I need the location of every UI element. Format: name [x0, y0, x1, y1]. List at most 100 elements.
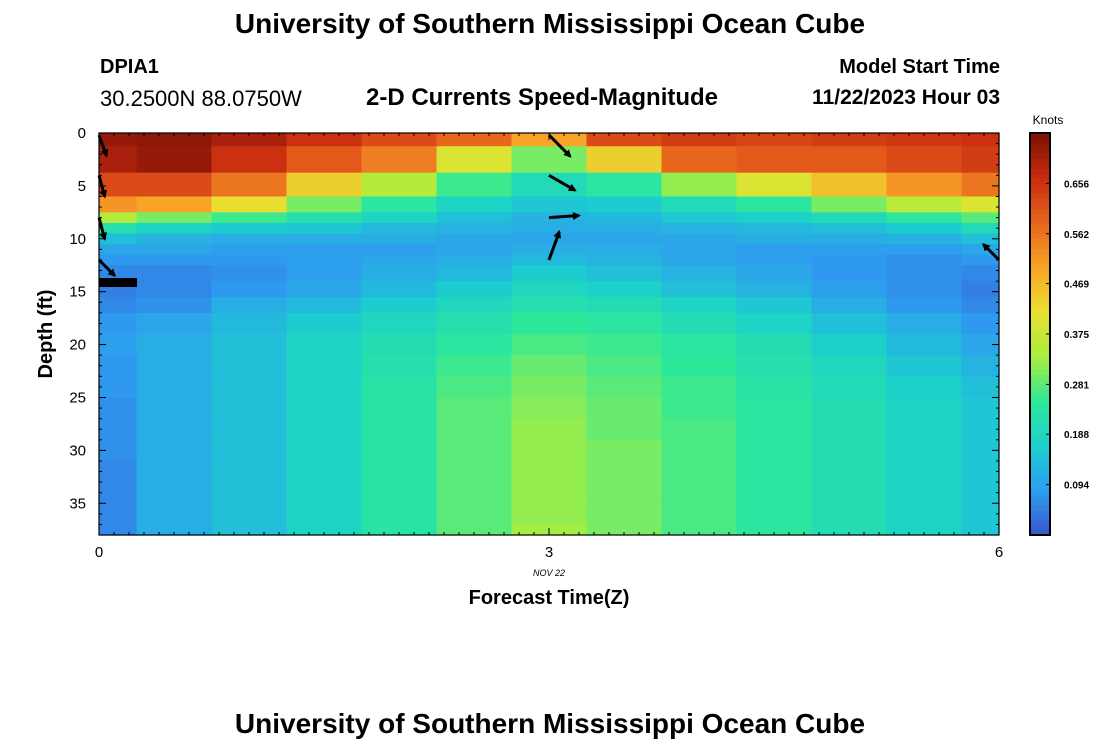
colorbar-segment — [1030, 163, 1050, 169]
heatmap-cell — [886, 503, 963, 526]
colorbar-segment — [1030, 494, 1050, 501]
heatmap-cell — [811, 355, 888, 377]
heatmap-cell — [511, 281, 588, 298]
heatmap-cell — [961, 254, 1000, 266]
colorbar-tick-label: 0.281 — [1064, 380, 1089, 391]
heatmap-cell — [436, 254, 513, 266]
colorbar-segment — [1030, 183, 1050, 189]
colorbar-segment — [1030, 409, 1050, 415]
heatmap-cell — [211, 281, 288, 298]
heatmap-cell — [361, 254, 438, 266]
colorbar-segment — [1030, 193, 1050, 199]
y-tick-label: 15 — [69, 284, 86, 301]
heatmap-cell — [99, 376, 138, 399]
heatmap-cell — [136, 265, 213, 282]
heatmap-cell — [286, 146, 363, 174]
heatmap-cell — [511, 355, 588, 377]
heatmap-cell — [586, 196, 663, 213]
heatmap-cell — [736, 281, 813, 298]
masked-data-bar — [99, 278, 137, 287]
heatmap-cell — [436, 482, 513, 504]
heatmap-cell — [961, 460, 1000, 483]
colorbar-segment — [1030, 364, 1050, 370]
heatmap-cell — [886, 146, 963, 174]
colorbar-segment — [1030, 529, 1050, 536]
heatmap-cell — [211, 265, 288, 282]
heatmap-cell — [736, 212, 813, 224]
heatmap-cell — [886, 418, 963, 441]
station-coordinates: 30.2500N 88.0750W — [100, 86, 302, 111]
colorbar-segment — [1030, 509, 1050, 516]
heatmap-cell — [511, 418, 588, 441]
heatmap-cell — [436, 460, 513, 483]
heatmap-cell — [661, 281, 738, 298]
heatmap-cell — [586, 482, 663, 504]
heatmap-cell — [136, 334, 213, 356]
heatmap-cell — [286, 222, 363, 235]
heatmap-cell — [811, 312, 888, 335]
colorbar-segment — [1030, 389, 1050, 395]
y-tick-label: 25 — [69, 389, 86, 406]
heatmap-cells — [99, 133, 1000, 536]
colorbar-segment — [1030, 233, 1050, 240]
colorbar: 0.094 0.188 0.281 0.375 0.469 0.562 0.656 — [1029, 132, 1089, 536]
colorbar-segment — [1030, 293, 1050, 300]
colorbar-segment — [1030, 188, 1050, 194]
heatmap-cell — [886, 296, 963, 314]
heatmap-cell — [811, 146, 888, 174]
heatmap-cell — [211, 376, 288, 399]
colorbar-segment — [1030, 349, 1050, 355]
heatmap-cell — [811, 482, 888, 504]
heatmap-cell — [661, 376, 738, 399]
heatmap-cell — [736, 196, 813, 213]
colorbar-segment — [1030, 173, 1050, 179]
heatmap-cell — [286, 212, 363, 224]
colorbar-segment — [1030, 499, 1050, 506]
heatmap-cell — [736, 146, 813, 174]
heatmap-cell — [99, 233, 138, 245]
heatmap-cell — [586, 376, 663, 399]
colorbar-segment — [1030, 474, 1050, 481]
heatmap-cell — [361, 524, 438, 536]
heatmap-cell — [736, 312, 813, 335]
heatmap-cell — [361, 265, 438, 282]
heatmap-cell — [361, 196, 438, 213]
colorbar-segment — [1030, 469, 1050, 476]
colorbar-segment — [1030, 394, 1050, 400]
heatmap-cell — [286, 376, 363, 399]
heatmap-cell — [586, 281, 663, 298]
colorbar-segment — [1030, 429, 1050, 436]
heatmap-cell — [436, 222, 513, 235]
heatmap-cell — [961, 265, 1000, 282]
heatmap-cell — [886, 244, 963, 256]
colorbar-segment — [1030, 213, 1050, 220]
heatmap-cell — [736, 133, 813, 147]
heatmap-cell — [436, 146, 513, 174]
colorbar-tick-label: 0.656 — [1064, 179, 1089, 190]
heatmap-cell — [136, 212, 213, 224]
heatmap-cell — [361, 244, 438, 256]
heatmap-cell — [99, 254, 138, 266]
colorbar-segment — [1030, 344, 1050, 350]
heatmap-cell — [136, 146, 213, 174]
heatmap-cell — [211, 524, 288, 536]
heatmap-cell — [736, 244, 813, 256]
heatmap-cell — [811, 376, 888, 399]
colorbar-segment — [1030, 278, 1050, 285]
heatmap-cell — [736, 460, 813, 483]
colorbar-segment — [1030, 238, 1050, 245]
heatmap-cell — [736, 439, 813, 462]
heatmap-cell — [286, 482, 363, 504]
colorbar-segment — [1030, 519, 1050, 526]
heatmap-cell — [511, 244, 588, 256]
heatmap-cell — [511, 376, 588, 399]
colorbar-segment — [1030, 334, 1050, 340]
heatmap-cell — [811, 418, 888, 441]
heatmap-cell — [961, 244, 1000, 256]
colorbar-segment — [1030, 263, 1050, 270]
colorbar-tick-label: 0.188 — [1064, 430, 1089, 441]
heatmap-cell — [961, 397, 1000, 420]
colorbar-segment — [1030, 283, 1050, 290]
heatmap-cell — [436, 244, 513, 256]
colorbar-segment — [1030, 459, 1050, 466]
